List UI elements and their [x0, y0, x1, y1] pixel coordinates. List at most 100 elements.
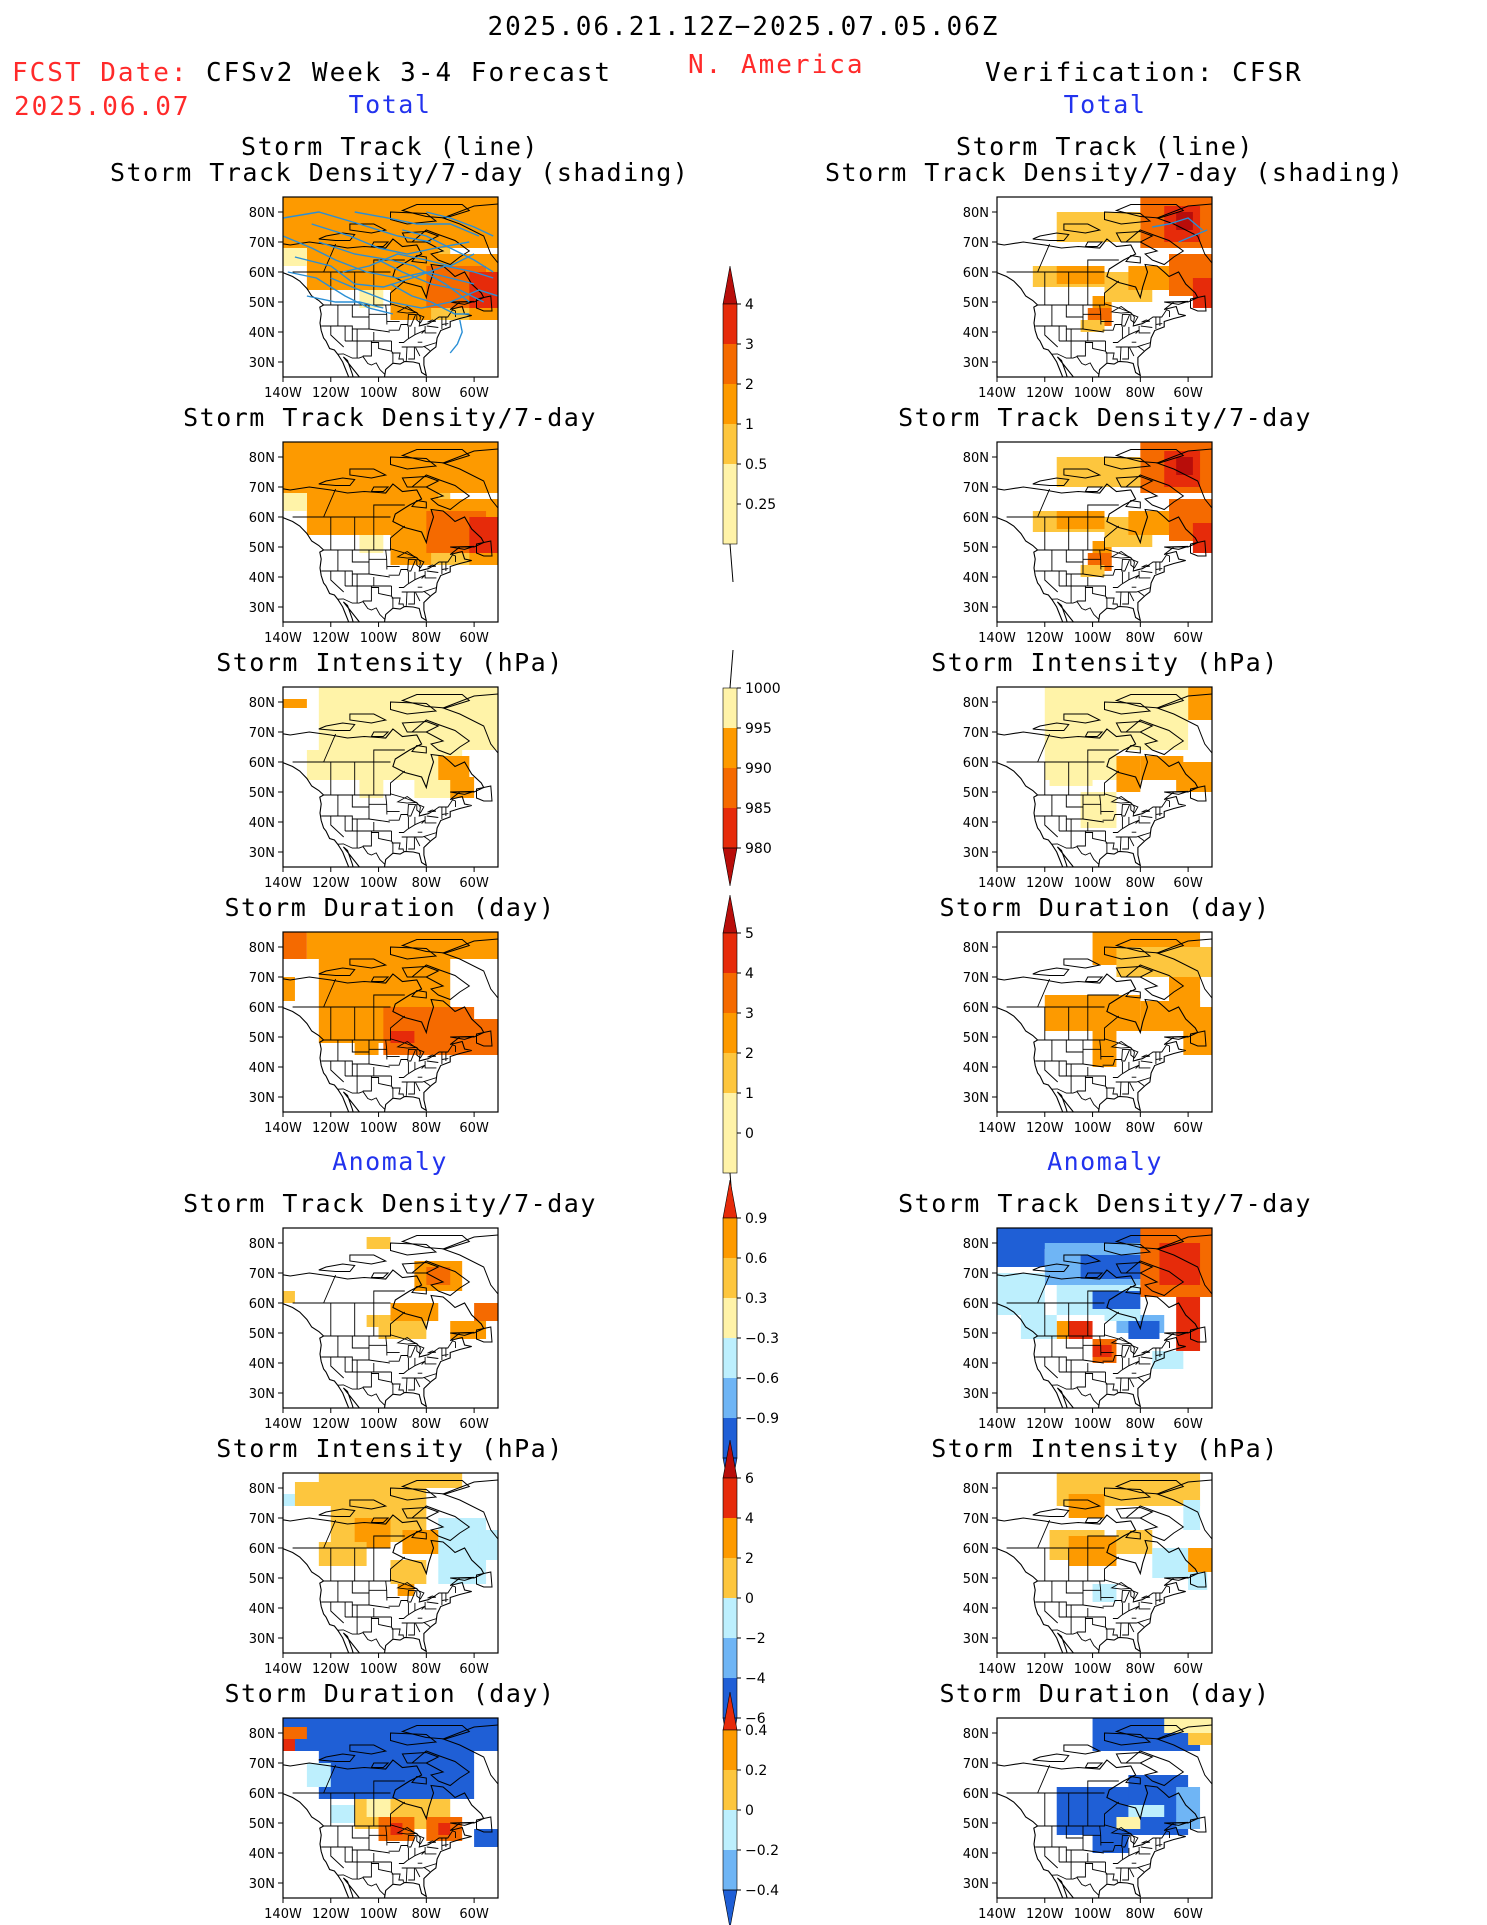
island-outline — [476, 540, 493, 557]
panel-intensity-anom-left: 80N 70N 60N 50N 40N 30N 140W 120W 100W 80W 60W — [249, 1472, 499, 1677]
lat-tick-label: 30N — [249, 1877, 275, 1892]
island-outline — [1125, 1285, 1141, 1295]
boundary-line — [391, 1372, 394, 1394]
lat-tick-label: 40N — [963, 326, 989, 341]
panel-frame — [282, 931, 499, 1113]
shading-cell — [1049, 774, 1093, 786]
island-outline — [411, 1530, 427, 1540]
colorbar-segment — [723, 1133, 737, 1173]
boundary-line — [441, 1058, 449, 1060]
island-outline — [1114, 204, 1185, 219]
boundary-line — [1115, 587, 1151, 593]
lon-tick-label: 140W — [264, 1417, 302, 1432]
island-outline — [1032, 967, 1070, 976]
boundary-line — [1115, 1618, 1151, 1624]
colorbar-label: 3 — [745, 1006, 754, 1022]
shading-cell — [1176, 212, 1193, 230]
panel-frame — [282, 441, 499, 623]
boundary-line — [390, 1015, 406, 1040]
lat-tick-label: 50N — [249, 1817, 275, 1832]
island-outline — [390, 1242, 438, 1256]
boundary-line — [1155, 1844, 1163, 1846]
lon-tick-label: 100W — [360, 1121, 398, 1136]
boundary-line — [423, 346, 431, 351]
boundary-line — [1099, 1580, 1102, 1601]
boundary-line — [373, 1780, 405, 1793]
island-outline — [1125, 989, 1141, 999]
boundary-line — [321, 815, 369, 820]
shading-cell — [1116, 756, 1141, 792]
title-duration-left: Storm Duration (day) — [224, 893, 556, 922]
boundary-line — [1087, 1290, 1119, 1303]
boundary-line — [323, 733, 337, 763]
title-duration-right: Storm Duration (day) — [939, 893, 1271, 922]
storm-track-line — [342, 253, 475, 273]
storm-track-line — [449, 319, 463, 354]
boundary-line — [1087, 259, 1119, 272]
boundary-line — [405, 346, 408, 361]
boundary-line — [373, 259, 405, 272]
shading-cell — [1056, 1321, 1069, 1339]
island-outline — [400, 204, 471, 219]
boundary-line — [1129, 1378, 1135, 1388]
panel-frame — [282, 686, 499, 868]
lon-tick-label: 80W — [1126, 1417, 1156, 1432]
island-outline — [1124, 1750, 1185, 1787]
boundary-line — [421, 819, 426, 824]
shading-cell — [1192, 278, 1212, 308]
island-outline — [318, 1753, 356, 1762]
boundary-line — [1102, 569, 1122, 576]
boundary-line — [1082, 1604, 1104, 1609]
shading-cell — [1044, 995, 1141, 1031]
lat-tick-label: 30N — [249, 356, 275, 371]
island-outline — [1084, 1762, 1104, 1768]
lat-tick-label: 70N — [249, 971, 275, 986]
boundary-line — [441, 1844, 449, 1846]
boundary-line — [1119, 1377, 1122, 1392]
island-outline — [410, 964, 471, 1001]
island-outline — [410, 474, 471, 511]
boundary-line — [1051, 1629, 1100, 1651]
island-outline — [1063, 1254, 1102, 1265]
island-outline — [1124, 719, 1185, 756]
island-outline — [1190, 1326, 1207, 1343]
boundary-line — [421, 1850, 426, 1855]
lat-tick-label: 80N — [249, 451, 275, 466]
shading-cell — [1056, 457, 1141, 487]
colorbar-label: 1000 — [745, 681, 781, 697]
shading-cell — [997, 1249, 1045, 1267]
island-outline — [1115, 1506, 1154, 1519]
island-outline — [1063, 468, 1102, 479]
island-outline — [441, 1724, 498, 1785]
island-outline — [476, 1030, 493, 1047]
lat-tick-label: 70N — [963, 971, 989, 986]
panel-density-anom-right: 80N 70N 60N 50N 40N 30N 140W 120W 100W 80W 60W — [963, 1227, 1213, 1432]
lon-tick-label: 60W — [459, 386, 489, 401]
lon-tick-label: 80W — [1126, 1121, 1156, 1136]
lat-tick-label: 30N — [963, 601, 989, 616]
boundary-line — [391, 1383, 404, 1393]
boundary-line — [1076, 1617, 1086, 1633]
boundary-line — [423, 591, 431, 596]
shading-cell — [1176, 457, 1193, 475]
lat-tick-label: 70N — [963, 481, 989, 496]
colorbar-label: 0.9 — [745, 1211, 767, 1227]
shading-cell — [1128, 1805, 1165, 1817]
boundary-line — [401, 342, 437, 348]
shading-cell — [318, 687, 498, 750]
shading-cell — [1128, 511, 1177, 535]
boundary-line — [1102, 324, 1122, 331]
boundary-line — [398, 1605, 426, 1619]
lat-tick-label: 30N — [249, 846, 275, 861]
lon-tick-label: 100W — [1074, 1662, 1112, 1677]
lon-tick-label: 100W — [1074, 1907, 1112, 1922]
boundary-line — [415, 347, 421, 357]
island-outline — [401, 1506, 440, 1519]
boundary-line — [1036, 1824, 1170, 1848]
boundary-line — [1099, 1335, 1102, 1356]
island-outline — [1164, 1331, 1189, 1336]
boundary-line — [322, 1824, 456, 1848]
boundary-line — [426, 570, 439, 573]
boundary-line — [423, 1081, 431, 1086]
boundary-line — [322, 1334, 456, 1358]
